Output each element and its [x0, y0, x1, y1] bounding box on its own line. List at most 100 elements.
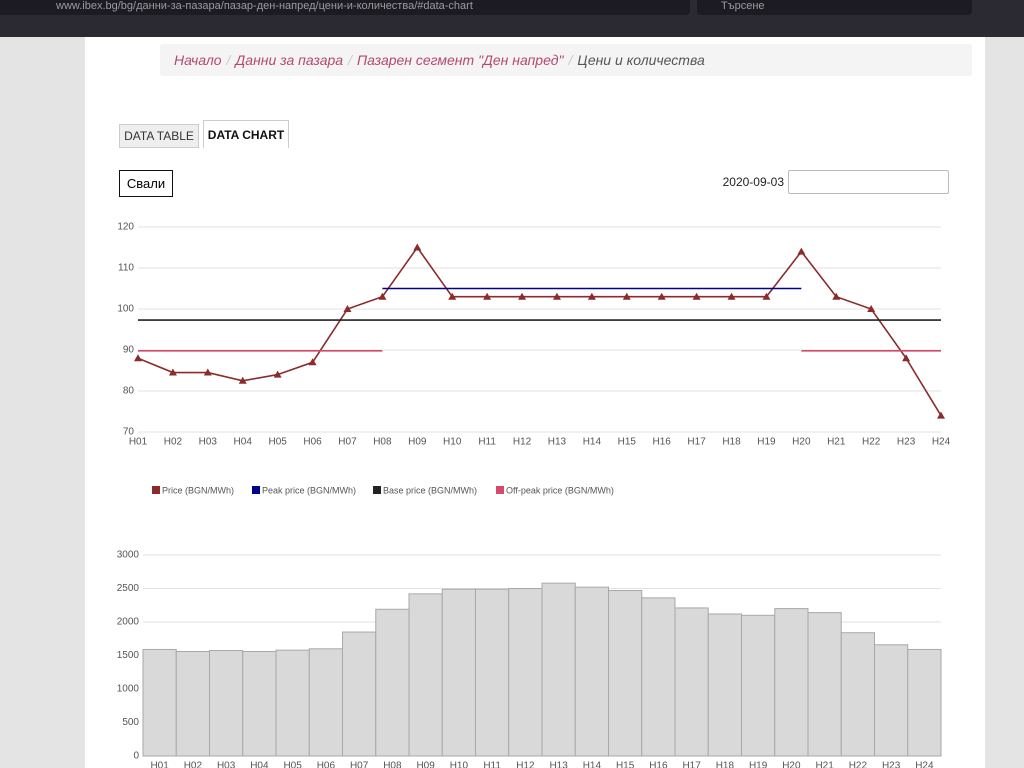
x-tick-label: H17: [687, 437, 706, 448]
y-tick-label: 120: [117, 222, 134, 233]
address-bar[interactable]: www.ibex.bg/bg/данни-за-пазара/пазар-ден…: [0, 0, 690, 15]
point-marker: [203, 368, 212, 376]
series-line: [137, 246, 942, 417]
x-tick-label: H18: [722, 437, 741, 448]
x-tick-label: H09: [408, 437, 427, 448]
point-marker: [937, 411, 945, 419]
point-marker: [483, 292, 492, 300]
legend-swatch: [152, 486, 160, 494]
x-tick-label: H16: [649, 761, 668, 768]
x-tick-label: H22: [862, 437, 881, 448]
x-tick-label: H11: [483, 761, 501, 768]
y-tick-label: 100: [117, 304, 134, 315]
y-tick-label: 2500: [117, 583, 140, 594]
x-tick-label: H13: [548, 437, 567, 448]
point-marker: [238, 376, 247, 384]
point-marker: [343, 305, 352, 312]
x-tick-label: H08: [373, 437, 392, 448]
x-tick-label: H07: [350, 761, 369, 768]
y-tick-label: 3000: [117, 550, 140, 561]
x-tick-label: H14: [583, 437, 602, 448]
legend-swatch: [373, 486, 381, 494]
breadcrumb-link[interactable]: Данни за пазара: [235, 52, 344, 68]
bar: [408, 593, 443, 757]
y-tick-label: 1500: [117, 650, 140, 661]
x-tick-label: H10: [450, 761, 469, 768]
x-tick-label: H04: [250, 761, 269, 768]
bar: [774, 608, 809, 757]
bar: [907, 648, 942, 757]
date-input[interactable]: [788, 170, 949, 194]
x-tick-label: H17: [682, 761, 701, 768]
bar: [840, 632, 875, 757]
point-marker: [587, 292, 596, 300]
date-label: 2020-09-03: [722, 175, 784, 189]
x-tick-label: H21: [815, 761, 834, 768]
breadcrumb: Начало / Данни за пазара / Пазарен сегмент "…: [160, 44, 972, 76]
search-box[interactable]: Търсене: [697, 0, 972, 15]
breadcrumb-link[interactable]: Начало: [174, 52, 222, 68]
download-button[interactable]: Свали: [119, 170, 173, 197]
x-tick-label: H16: [653, 437, 672, 448]
tab[interactable]: DATA TABLE: [119, 124, 199, 148]
x-tick-label: H04: [234, 437, 253, 448]
x-tick-label: H21: [827, 437, 846, 448]
breadcrumb-link[interactable]: Пазарен сегмент "Ден напред": [356, 52, 564, 68]
x-tick-label: H07: [338, 437, 357, 448]
x-tick-label: H10: [443, 437, 462, 448]
x-tick-label: H05: [283, 761, 302, 768]
bar: [175, 650, 210, 757]
point-marker: [657, 292, 666, 300]
y-tick-label: 80: [123, 386, 135, 397]
bar: [475, 588, 510, 757]
point-marker: [168, 368, 177, 376]
y-tick-label: 500: [122, 717, 139, 728]
point-marker: [762, 292, 771, 300]
tab-active[interactable]: DATA CHART: [203, 120, 289, 148]
bar: [242, 650, 277, 757]
x-tick-label: H06: [317, 761, 336, 768]
y-tick-label: 90: [123, 345, 135, 356]
x-tick-label: H08: [383, 761, 402, 768]
x-tick-label: H13: [549, 761, 568, 768]
x-tick-label: H09: [416, 761, 435, 768]
bar: [541, 582, 576, 757]
x-tick-label: H05: [268, 437, 287, 448]
point-marker: [692, 292, 701, 300]
x-tick-label: H15: [616, 761, 635, 768]
point-marker: [832, 292, 841, 300]
bar: [342, 631, 377, 757]
point-marker: [797, 247, 806, 255]
bar: [375, 608, 410, 757]
legend-label: Price (BGN/MWh): [162, 485, 234, 495]
y-tick-label: 1000: [117, 684, 140, 695]
x-tick-label: H01: [129, 437, 148, 448]
x-tick-label: H20: [792, 437, 811, 448]
point-marker: [413, 243, 422, 251]
x-tick-label: H12: [513, 437, 532, 448]
x-tick-label: H06: [303, 437, 322, 448]
y-tick-label: 70: [123, 427, 135, 438]
x-tick-label: H24: [932, 437, 951, 448]
bar: [874, 644, 909, 757]
bar: [741, 614, 776, 757]
y-tick-label: 110: [118, 263, 134, 274]
y-tick-label: 2000: [117, 617, 140, 628]
bar: [674, 607, 709, 757]
x-tick-label: H03: [199, 437, 218, 448]
x-tick-label: H02: [184, 761, 203, 768]
point-marker: [134, 354, 142, 362]
point-marker: [273, 370, 282, 378]
legend-label: Peak price (BGN/MWh): [262, 485, 356, 495]
bar: [142, 648, 177, 757]
point-marker: [518, 292, 527, 300]
bar: [508, 588, 543, 757]
point-marker: [448, 292, 457, 300]
x-tick-label: H15: [618, 437, 637, 448]
point-marker: [552, 292, 561, 300]
x-tick-label: H23: [882, 761, 901, 768]
x-tick-label: H14: [583, 761, 602, 768]
bar: [275, 649, 310, 757]
